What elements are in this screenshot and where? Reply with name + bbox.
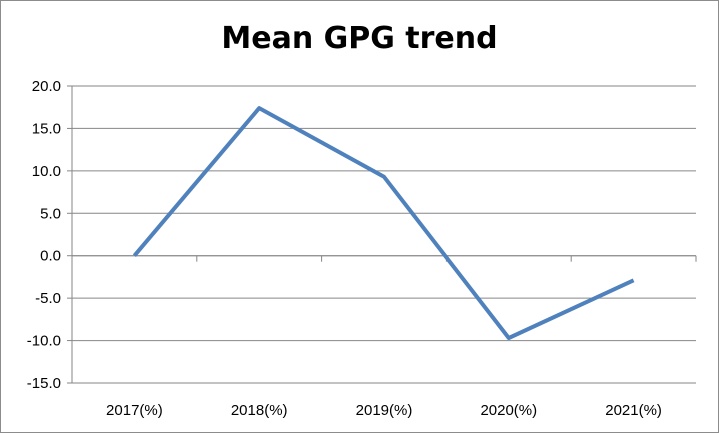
x-tick-label: 2021(%) — [605, 402, 662, 419]
x-tick-label: 2020(%) — [480, 402, 537, 419]
chart-title: Mean GPG trend — [221, 21, 498, 56]
y-tick-label: 10.0 — [32, 163, 61, 180]
y-tick-label: 0.0 — [40, 248, 61, 265]
y-tick-label: -5.0 — [35, 290, 61, 307]
y-tick-label: -15.0 — [27, 375, 61, 392]
series-line — [132, 106, 635, 340]
x-tick-label: 2017(%) — [106, 402, 163, 419]
y-tick-label: 15.0 — [32, 120, 61, 137]
x-tick-label: 2018(%) — [231, 402, 288, 419]
y-tick-label: 5.0 — [40, 205, 61, 222]
y-tick-label: 20.0 — [32, 78, 61, 95]
y-tick-label: -10.0 — [27, 333, 61, 350]
x-tick-label: 2019(%) — [356, 402, 413, 419]
